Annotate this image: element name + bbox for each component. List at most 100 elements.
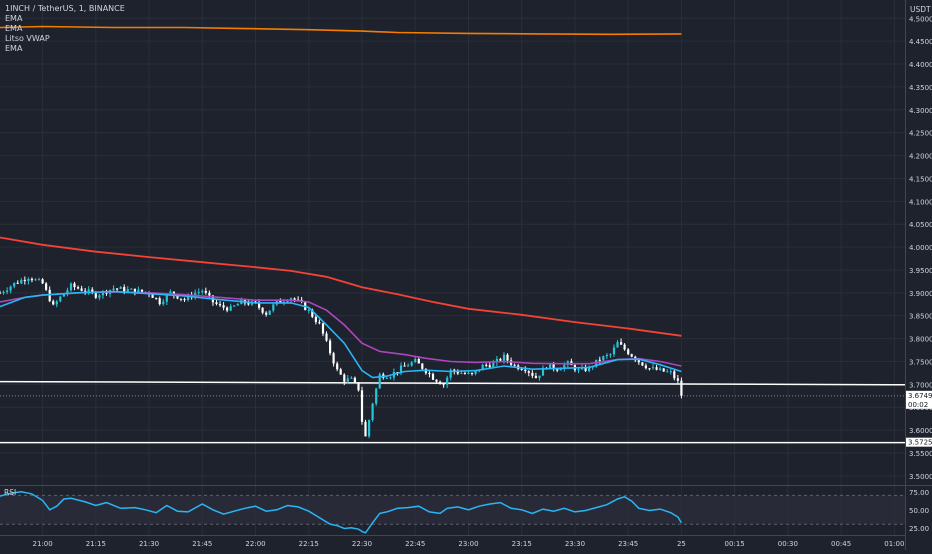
rsi-line [0,491,683,534]
candle-body [9,286,12,291]
candle-body [59,296,62,302]
candle-body [336,363,339,370]
time-tick-label: 21:45 [192,540,212,548]
candle-body [169,291,172,295]
price-label-countdown: 00:02 [908,401,928,409]
candle-body [630,354,633,357]
time-tick-label: 22:45 [405,540,425,548]
time-tick-label: 21:00 [32,540,52,548]
candle-body [375,388,378,404]
candle-body [126,289,129,292]
candle-body [456,371,459,374]
candle-body [254,301,257,303]
indicator-legend-3[interactable]: Litso VWAP [5,34,50,43]
candle-body [183,299,186,301]
candle-body [98,295,101,298]
candle-body [439,381,442,385]
candle-body [492,362,495,368]
candle-body [620,342,623,345]
candle-body [502,354,506,361]
time-tick-label: 25 [677,540,686,548]
candle-body [94,292,97,298]
candle-body [321,323,325,334]
candle-body [609,354,612,356]
candle-body [428,373,431,374]
price-label-box [906,437,932,447]
candle-body [339,369,342,375]
rsi-tick-label: 75.00 [909,489,929,497]
price-tick-label: 4.5000 [909,15,932,23]
rsi-label[interactable]: RSI [4,488,16,497]
candle-body [637,360,640,363]
candle-body [641,362,644,366]
time-axis[interactable]: 21:00 21:15 21:30 21:45 22:00 22:15 22:30 22:45… [32,540,904,548]
candle-body [541,367,545,376]
price-axis[interactable]: 4.5000 4.4500 4.4000 4.3500 4.3000 4.2500 4.20… [909,15,932,481]
candle-body [112,288,115,290]
candle-body [399,365,403,373]
candle-body [204,291,207,293]
candle-body [0,292,2,294]
candle-body [101,291,104,296]
candle-body [414,359,417,363]
candle-body [6,290,9,292]
indicator-legend-2[interactable]: EMA [5,24,23,33]
candle-body [680,380,683,396]
candle-body [343,374,346,382]
candle-body [187,295,190,300]
candle-body [378,374,381,389]
candle-body [45,283,48,290]
price-tick-label: 4.1500 [909,175,932,183]
candle-body [62,293,65,297]
candle-body [23,279,26,281]
candle-body [513,364,516,366]
candle-body [329,340,332,354]
candle-body [80,288,83,291]
price-tick-label: 4.3000 [909,107,932,115]
price-tick-label: 4.0500 [909,221,932,229]
candle-body [549,364,552,369]
candle-body [201,291,204,292]
candle-body [474,370,477,374]
candle-body [286,301,289,303]
candle-body [407,365,410,367]
candle-body [265,312,268,315]
candle-body [37,279,41,281]
candle-body [655,367,658,370]
indicator-legend-1[interactable]: EMA [5,14,23,23]
price-tick-label: 3.8500 [909,313,932,321]
candle-body [272,304,275,311]
candle-body [133,288,136,294]
rsi-axis[interactable]: 75.00 50.00 25.00 [909,489,929,533]
candle-body [73,283,76,288]
candle-body [233,305,236,307]
candle-body [218,304,222,306]
candle-body [488,365,491,368]
price-tick-label: 3.5000 [909,473,932,481]
candle-body [268,310,271,315]
candle-body [520,369,523,370]
candle-body [293,298,296,300]
symbol-title[interactable]: 1INCH / TetherUS, 1, BINANCE [5,4,125,13]
candle-body [431,373,435,380]
candle-body [368,420,371,437]
candle-body [584,367,587,371]
price-tick-label: 3.6000 [909,427,932,435]
candle-body [119,287,122,289]
candle-body [577,369,580,371]
price-label-value: 3.5725 [908,439,932,447]
candle-body [435,379,438,382]
candle-body [140,289,144,292]
time-tick-label: 22:00 [245,540,265,548]
time-tick-label: 22:30 [352,540,372,548]
candle-body [165,294,168,302]
indicator-legend-4[interactable]: EMA [5,44,23,53]
ema-slow-line [0,236,682,337]
horizontal-level-upper[interactable] [0,380,906,386]
candle-body [332,353,335,364]
candle-body [158,298,161,305]
